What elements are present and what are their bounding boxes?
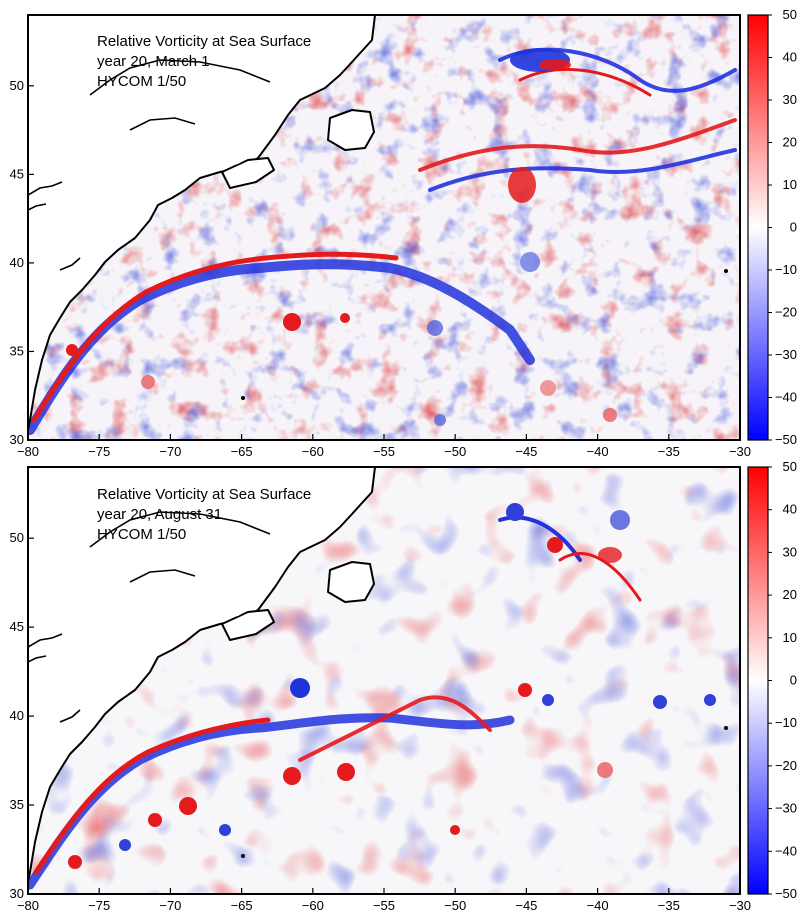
colorbar-tick-label: 0 [790, 220, 797, 235]
title-line-3: HYCOM 1/50 [97, 526, 186, 543]
colorbar-tick-label: −40 [775, 390, 797, 405]
panel-title-march: Relative Vorticity at Sea Surface year 2… [97, 33, 311, 90]
colorbar-tick-label: −50 [775, 886, 797, 901]
x-axis-august: −80 −75 −70 −65 −60 −55 −50 −45 −40 −35 −30 [17, 888, 751, 913]
island-marker [241, 396, 245, 400]
y-tick-label: 30 [10, 886, 24, 901]
x-tick-label: −65 [231, 898, 253, 913]
gulf-stream-features [28, 47, 737, 435]
y-tick-label: 45 [10, 166, 24, 181]
colorbar-march: 50 40 30 20 10 0 −10 −20 −30 −40 −50 [747, 7, 797, 447]
coastline-detail-march [28, 59, 271, 271]
x-tick-label: −55 [373, 898, 395, 913]
x-tick-label: −45 [515, 444, 537, 459]
x-tick-label: −40 [587, 444, 609, 459]
colorbar-tick-label: −10 [775, 262, 797, 277]
land-mask-august [28, 467, 372, 862]
map-panel-august: Relative Vorticity at Sea Surface year 2… [10, 459, 797, 913]
eddies-august [68, 503, 716, 869]
eddies-march [66, 48, 617, 426]
colorbar-tick-label: 10 [783, 177, 797, 192]
x-tick-label: −80 [17, 444, 39, 459]
colorbar-tick-label: −30 [775, 801, 797, 816]
y-tick-label: 45 [10, 619, 24, 634]
y-axis-august: 30 35 40 45 50 [10, 530, 34, 901]
x-tick-label: −70 [159, 444, 181, 459]
x-tick-label: −65 [231, 444, 253, 459]
colorbar-tick-label: 50 [783, 459, 797, 474]
island-marker [724, 726, 728, 730]
y-tick-label: 35 [10, 343, 24, 358]
x-tick-label: −80 [17, 898, 39, 913]
x-tick-label: −50 [444, 444, 466, 459]
x-tick-label: −50 [444, 898, 466, 913]
x-tick-label: −35 [658, 444, 680, 459]
x-tick-label: −35 [658, 898, 680, 913]
y-tick-label: 50 [10, 530, 24, 545]
x-tick-label: −70 [159, 898, 181, 913]
title-line-2: year 20, March 1 [97, 53, 210, 70]
x-tick-label: −30 [729, 444, 751, 459]
y-tick-label: 30 [10, 432, 24, 447]
map-panel-march: Relative Vorticity at Sea Surface year 2… [10, 7, 797, 459]
x-tick-label: −60 [302, 444, 324, 459]
x-tick-label: −45 [515, 898, 537, 913]
x-tick-label: −75 [88, 444, 110, 459]
y-tick-label: 40 [10, 708, 24, 723]
colorbar-tick-label: 0 [790, 673, 797, 688]
land-mask-march [28, 15, 372, 410]
y-tick-label: 35 [10, 797, 24, 812]
island-marker [724, 269, 728, 273]
x-tick-label: −40 [587, 898, 609, 913]
colorbar-tick-label: −10 [775, 715, 797, 730]
colorbar-tick-label: 30 [783, 544, 797, 559]
colorbar-tick-label: −20 [775, 758, 797, 773]
colorbar-tick-label: 10 [783, 630, 797, 645]
coastline-detail-august [28, 511, 271, 723]
y-tick-label: 40 [10, 255, 24, 270]
colorbar-ticks: 50 40 30 20 10 0 −10 −20 −30 −40 −50 [768, 7, 797, 447]
x-tick-label: −60 [302, 898, 324, 913]
colorbar-tick-label: 50 [783, 7, 797, 22]
colorbar-tick-label: −30 [775, 347, 797, 362]
x-tick-label: −75 [88, 898, 110, 913]
colorbar-gradient [747, 466, 769, 895]
island-marker [241, 854, 245, 858]
colorbar-tick-label: 40 [783, 502, 797, 517]
colorbar-tick-label: 30 [783, 92, 797, 107]
title-line-1: Relative Vorticity at Sea Surface [97, 33, 311, 50]
colorbar-ticks: 50 40 30 20 10 0 −10 −20 −30 −40 −50 [768, 459, 797, 901]
colorbar-tick-label: −20 [775, 305, 797, 320]
title-line-2: year 20, August 31 [97, 506, 222, 523]
panel-title-august: Relative Vorticity at Sea Surface year 2… [97, 486, 311, 543]
y-tick-label: 50 [10, 78, 24, 93]
title-line-1: Relative Vorticity at Sea Surface [97, 486, 311, 503]
colorbar-tick-label: −40 [775, 843, 797, 858]
colorbar-tick-label: 40 [783, 50, 797, 65]
colorbar-tick-label: 20 [783, 135, 797, 150]
x-tick-label: −55 [373, 444, 395, 459]
x-axis-march: −80 −75 −70 −65 −60 −55 −50 −45 −40 −35 −30 [17, 434, 751, 459]
colorbar-august: 50 40 30 20 10 0 −10 −20 −30 −40 −50 [747, 459, 797, 901]
colorbar-tick-label: 20 [783, 587, 797, 602]
x-tick-label: −30 [729, 898, 751, 913]
colorbar-gradient [747, 14, 769, 441]
y-axis-march: 30 35 40 45 50 [10, 78, 34, 447]
colorbar-tick-label: −50 [775, 432, 797, 447]
title-line-3: HYCOM 1/50 [97, 73, 186, 90]
